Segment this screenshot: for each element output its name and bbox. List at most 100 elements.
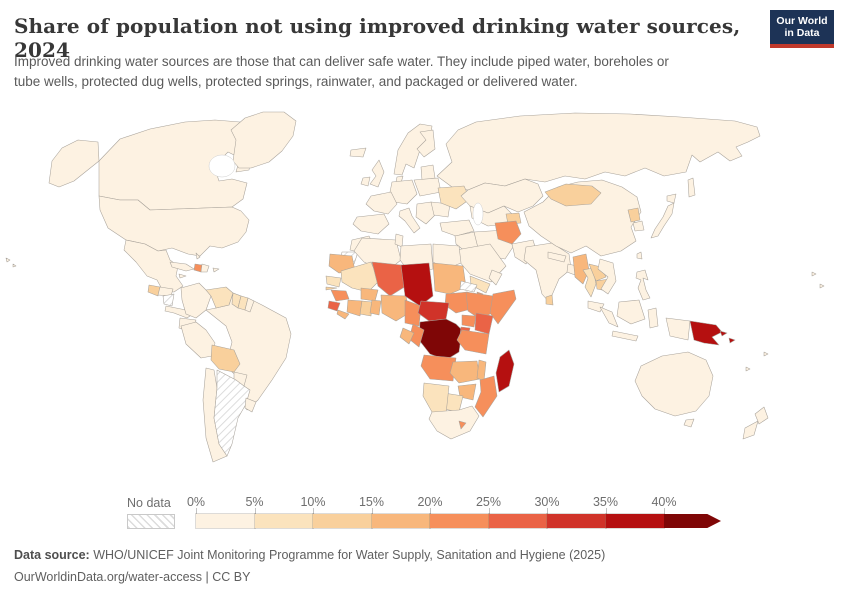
country-peru[interactable] bbox=[180, 321, 216, 359]
country-ivory_coast[interactable] bbox=[346, 299, 363, 317]
legend-no-data-swatch[interactable] bbox=[127, 514, 175, 529]
country-mexico[interactable] bbox=[123, 239, 184, 293]
country-dr_congo[interactable] bbox=[418, 318, 463, 361]
legend-bin-20-25%[interactable] bbox=[429, 513, 490, 529]
country-bahamas[interactable] bbox=[195, 252, 201, 260]
country-argentina[interactable] bbox=[213, 369, 251, 457]
country-burkina_faso[interactable] bbox=[360, 287, 379, 302]
country-tajikistan[interactable] bbox=[505, 212, 522, 225]
country-liberia[interactable] bbox=[336, 309, 350, 320]
legend-bin-10-15%[interactable] bbox=[312, 513, 373, 529]
country-italy[interactable] bbox=[398, 207, 421, 234]
country-tasmania[interactable] bbox=[683, 418, 695, 428]
country-french_guiana[interactable] bbox=[244, 297, 255, 313]
country-sudan[interactable] bbox=[432, 262, 467, 295]
country-central_african_republic[interactable] bbox=[417, 300, 450, 322]
country-cameroon[interactable] bbox=[404, 299, 422, 327]
country-sri_lanka[interactable] bbox=[545, 294, 554, 306]
country-france[interactable] bbox=[365, 191, 398, 215]
country-venezuela[interactable] bbox=[205, 286, 234, 309]
world-map[interactable] bbox=[0, 100, 850, 495]
country-oman[interactable] bbox=[488, 269, 503, 286]
country-cuba[interactable] bbox=[169, 261, 195, 272]
country-indonesia[interactable] bbox=[599, 299, 691, 342]
country-vietnam[interactable] bbox=[597, 258, 617, 295]
country-namibia[interactable] bbox=[422, 382, 450, 415]
legend-bin-25-30%[interactable] bbox=[487, 513, 548, 529]
country-nigeria[interactable] bbox=[380, 294, 410, 322]
country-senegal[interactable] bbox=[325, 275, 342, 288]
country-japan[interactable] bbox=[650, 193, 677, 239]
legend-bin-5-10%[interactable] bbox=[253, 513, 314, 529]
country-new_zealand[interactable] bbox=[742, 406, 769, 440]
country-ghana[interactable] bbox=[359, 300, 373, 317]
country-somalia[interactable] bbox=[489, 289, 517, 325]
country-puerto_rico[interactable] bbox=[212, 267, 220, 273]
country-mozambique[interactable] bbox=[474, 375, 498, 418]
country-guinea[interactable] bbox=[330, 289, 350, 302]
country-sierra_leone[interactable] bbox=[327, 300, 341, 312]
country-nicaragua[interactable] bbox=[162, 293, 175, 307]
country-ireland[interactable] bbox=[360, 176, 371, 187]
country-finland[interactable] bbox=[416, 129, 436, 158]
country-laos[interactable] bbox=[588, 263, 607, 282]
country-madagascar[interactable] bbox=[495, 349, 515, 393]
country-niger[interactable] bbox=[371, 261, 407, 297]
country-australia[interactable] bbox=[634, 351, 714, 417]
country-malawi[interactable] bbox=[476, 359, 487, 382]
country-sakhalin[interactable] bbox=[687, 177, 696, 198]
country-uganda[interactable] bbox=[461, 314, 477, 328]
country-pacific_islands[interactable] bbox=[745, 271, 825, 372]
country-gabon[interactable] bbox=[399, 327, 415, 345]
country-nepal[interactable] bbox=[547, 251, 567, 263]
country-eritrea[interactable] bbox=[459, 280, 478, 293]
country-iceland[interactable] bbox=[349, 147, 367, 158]
country-iberia[interactable] bbox=[352, 213, 390, 235]
country-philippines[interactable] bbox=[635, 269, 651, 301]
country-haiti[interactable] bbox=[193, 263, 203, 273]
country-ukraine[interactable] bbox=[437, 185, 471, 210]
country-united_kingdom[interactable] bbox=[369, 159, 385, 188]
country-poland_belarus[interactable] bbox=[413, 177, 442, 197]
country-hawaii[interactable] bbox=[5, 257, 17, 268]
country-togo_benin[interactable] bbox=[369, 299, 382, 316]
country-colombia[interactable] bbox=[180, 282, 212, 319]
country-solomon_islands[interactable] bbox=[719, 330, 736, 344]
country-north_korea[interactable] bbox=[627, 207, 641, 223]
country-kenya[interactable] bbox=[474, 312, 494, 335]
country-taiwan[interactable] bbox=[636, 251, 643, 260]
country-angola[interactable] bbox=[420, 354, 457, 382]
country-myanmar[interactable] bbox=[572, 253, 590, 285]
footer-link[interactable]: OurWorldinData.org/water-access bbox=[14, 570, 203, 584]
legend-bin-30-35%[interactable] bbox=[546, 513, 607, 529]
country-tanzania[interactable] bbox=[456, 329, 490, 355]
country-afghanistan[interactable] bbox=[494, 220, 522, 245]
country-guatemala[interactable] bbox=[147, 284, 161, 297]
country-balkans[interactable] bbox=[415, 201, 437, 225]
country-malaysia[interactable] bbox=[587, 300, 605, 313]
country-lesotho[interactable] bbox=[458, 420, 467, 430]
country-dominican_republic[interactable] bbox=[200, 263, 210, 273]
country-greenland[interactable] bbox=[230, 111, 297, 169]
country-chad[interactable] bbox=[400, 262, 434, 307]
country-yemen[interactable] bbox=[469, 275, 491, 294]
country-uruguay[interactable] bbox=[244, 397, 257, 413]
country-russia[interactable] bbox=[436, 112, 761, 191]
country-jamaica[interactable] bbox=[178, 273, 187, 279]
country-south_africa[interactable] bbox=[428, 405, 480, 440]
country-alaska[interactable] bbox=[48, 139, 100, 188]
country-zambia[interactable] bbox=[449, 360, 481, 384]
country-turkey[interactable] bbox=[439, 219, 475, 237]
legend-bin-40%+[interactable] bbox=[664, 514, 721, 528]
country-mongolia[interactable] bbox=[544, 183, 602, 207]
country-baltics[interactable] bbox=[420, 164, 436, 181]
legend-bin-15-20%[interactable] bbox=[370, 513, 431, 529]
country-papua_new_guinea[interactable] bbox=[689, 320, 723, 346]
country-india[interactable] bbox=[523, 242, 572, 303]
country-gambia[interactable] bbox=[325, 286, 338, 291]
owid-logo[interactable]: Our World in Data bbox=[770, 10, 834, 48]
legend-bin-0-5%[interactable] bbox=[195, 513, 256, 529]
country-costa_rica_panama[interactable] bbox=[164, 305, 194, 319]
country-south_korea[interactable] bbox=[632, 220, 645, 232]
legend-bin-35-40%[interactable] bbox=[604, 513, 665, 529]
